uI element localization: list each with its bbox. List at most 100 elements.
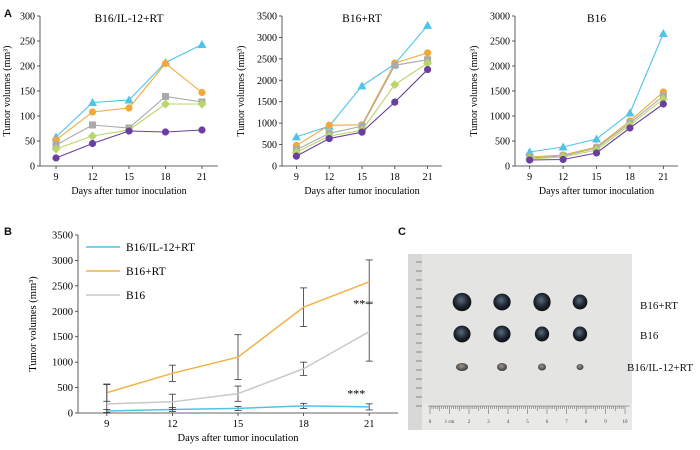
y-tick-label: 2000: [490, 62, 510, 73]
y-tick-label: 500: [495, 137, 510, 148]
y-tick-label: 2500: [490, 37, 510, 48]
data-point: [357, 81, 367, 90]
y-axis-label: Tumor volumes (mm³): [2, 46, 13, 137]
panel-label-a: A: [4, 8, 12, 20]
series-line: [296, 59, 428, 151]
photo-row-label-b16-rt: B16+RT: [640, 300, 678, 312]
tumor-il12-rt: [456, 363, 468, 371]
y-tick-label: 100: [20, 112, 35, 123]
tumor-b16-rt: [493, 293, 511, 311]
ruler-tick-label: 5: [526, 420, 529, 425]
data-point: [88, 108, 97, 116]
x-tick-label: 21: [658, 172, 668, 183]
y-tick-label: 250: [20, 37, 35, 48]
tumor-il12-rt: [497, 363, 507, 371]
y-tick-label: 2500: [52, 281, 73, 292]
data-point: [51, 144, 61, 154]
data-point: [526, 156, 534, 164]
data-point: [197, 40, 207, 48]
y-tick-label: 500: [262, 140, 277, 151]
y-tick-label: 0: [30, 162, 35, 173]
data-point: [88, 131, 98, 141]
series-line: [106, 330, 370, 405]
x-tick-label: 21: [197, 172, 207, 183]
data-point: [88, 139, 97, 148]
x-tick-label: 15: [592, 172, 602, 183]
x-tick-label: 15: [233, 419, 244, 430]
y-tick-label: 0: [505, 162, 510, 173]
data-point: [592, 134, 601, 143]
ruler-tick-label: 9: [604, 420, 607, 425]
data-point: [198, 126, 206, 134]
chart-title: B16/IL-12+RT: [94, 13, 163, 25]
y-tick-label: 2000: [257, 76, 277, 87]
y-tick-label: 50: [25, 137, 35, 148]
panel-label-b: B: [4, 226, 12, 238]
y-tick-label: 1500: [257, 97, 277, 108]
x-tick-label: 18: [298, 419, 309, 430]
data-point: [292, 152, 300, 160]
y-tick-label: 3500: [52, 231, 73, 242]
data-point: [558, 142, 568, 151]
legend-label: B16/IL-12+RT: [126, 242, 195, 254]
series-line: [296, 25, 429, 138]
chart-group-mean: 0 500 1000 1500 2000 2500 3000 3500 9 12 15 18 21 Day…: [28, 231, 398, 444]
y-tick-label: 1500: [52, 332, 73, 343]
data-point: [659, 100, 667, 108]
data-point: [424, 49, 432, 57]
x-tick-label: 9: [527, 172, 532, 183]
x-tick-label: 18: [160, 172, 170, 183]
ruler-tick-label: 1 cm: [445, 420, 455, 425]
chart-b16-rt-individual: 0 500 1000 1500 2000 2500 3000 3500 9 12 15 18 21 Day…: [236, 12, 442, 197]
y-tick-label: 3000: [257, 33, 277, 44]
ruler-tick-label: 0: [429, 420, 432, 425]
ruler-tick-label: 2: [468, 420, 471, 425]
data-point: [391, 98, 399, 106]
tumor-photo: 0 1 cm 2 3 4 5 6 7 8 9 10: [408, 254, 632, 430]
data-point: [626, 124, 634, 132]
tumor-b16: [453, 325, 471, 343]
y-tick-label: 1500: [490, 87, 510, 98]
data-point: [325, 121, 333, 129]
data-point: [390, 80, 400, 90]
x-tick-label: 21: [364, 419, 375, 430]
y-tick-label: 200: [20, 62, 35, 73]
ruler-tick-label: 6: [546, 420, 549, 425]
chart-title: B16+RT: [342, 13, 382, 25]
y-tick-label: 3000: [490, 12, 510, 23]
series-line: [106, 405, 370, 412]
x-tick-label: 12: [324, 172, 334, 183]
panel-label-c: C: [398, 226, 406, 238]
y-axis-label: Tumor volumes (mm³): [236, 46, 247, 137]
data-point: [559, 155, 567, 164]
x-tick-label: 18: [625, 172, 635, 183]
ruler-tick-label: 7: [565, 420, 568, 425]
data-point: [525, 147, 535, 156]
tumor-b16-rt: [572, 294, 588, 310]
x-axis-label: Days after tumor inoculation: [71, 186, 186, 197]
data-point: [198, 88, 206, 97]
data-point: [124, 95, 134, 104]
x-tick-label: 15: [124, 172, 134, 183]
data-point: [592, 149, 601, 157]
data-point: [161, 128, 170, 136]
y-tick-label: 1000: [52, 358, 73, 369]
y-axis-label: Tumor volumes (mm³): [28, 276, 39, 372]
x-tick-label: 18: [390, 172, 400, 183]
data-point: [197, 99, 207, 109]
tumor-b16: [572, 326, 588, 342]
x-tick-label: 21: [423, 172, 433, 183]
significance-annotation: **: [353, 297, 365, 311]
series-line: [296, 62, 428, 153]
ruler-tick-label: 3: [487, 420, 490, 425]
tumor-il12-rt: [538, 363, 546, 371]
data-point: [658, 29, 668, 37]
data-point: [52, 154, 60, 162]
series-line: [529, 33, 664, 153]
data-point: [89, 121, 97, 129]
legend-label: B16: [126, 290, 145, 302]
data-point: [125, 127, 133, 135]
tumor-photo-image: 0 1 cm 2 3 4 5 6 7 8 9 10: [408, 254, 632, 430]
legend-label: B16+RT: [126, 266, 166, 278]
data-point: [125, 104, 133, 112]
